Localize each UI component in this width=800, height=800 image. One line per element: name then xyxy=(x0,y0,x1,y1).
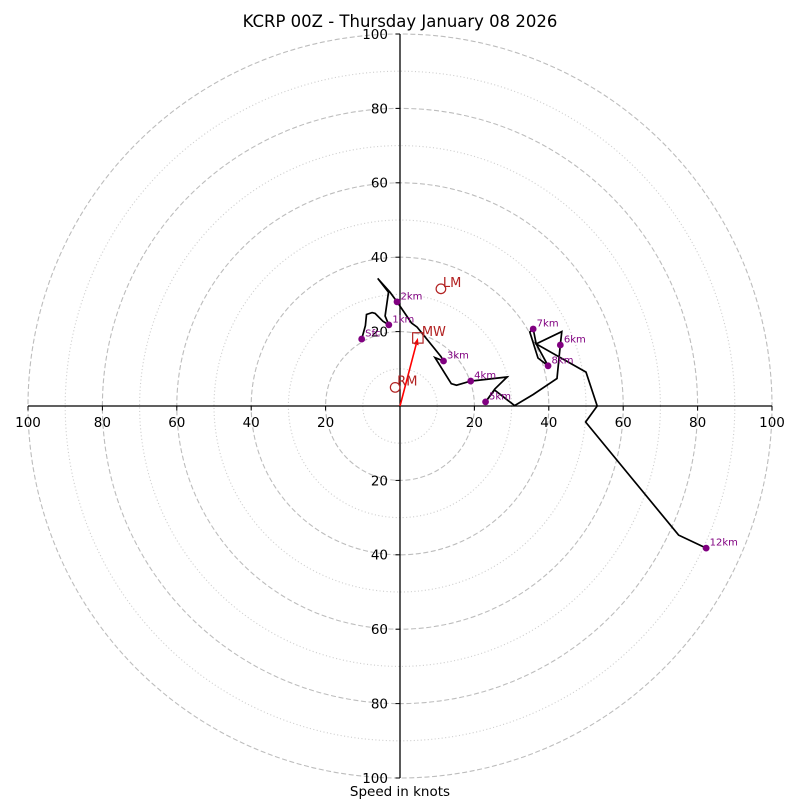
height-marker-label: 1km xyxy=(392,314,414,325)
y-tick-label: 80 xyxy=(371,697,388,713)
height-marker-label: 12km xyxy=(710,538,738,549)
y-tick-label: 40 xyxy=(371,548,388,564)
x-tick-label: 100 xyxy=(15,415,41,431)
y-tick-label: 100 xyxy=(362,27,388,43)
tick-labels: 100 80 60 40 20 20 40 60 80 100 100 80 60 40 20 20 40 60 8… xyxy=(15,27,785,787)
storm-motion-lm-marker xyxy=(435,283,447,295)
height-marker-label: Sfc xyxy=(365,329,380,340)
height-marker-label: 7km xyxy=(537,318,559,329)
height-marker-dot xyxy=(393,298,401,306)
height-marker-dot xyxy=(482,398,489,406)
height-marker-dot xyxy=(529,325,537,333)
y-tick-label: 60 xyxy=(371,622,388,638)
x-axis-label: Speed in knots xyxy=(350,784,450,800)
height-marker-label: 8km xyxy=(552,355,574,366)
x-tick-label: 60 xyxy=(168,415,185,431)
x-tick-label: 20 xyxy=(317,415,334,431)
height-marker-label: 6km xyxy=(564,334,586,345)
x-tick-label: 100 xyxy=(759,415,785,431)
mean-wind-arrow-head xyxy=(413,337,419,346)
height-marker-dot xyxy=(544,362,552,370)
x-tick-label: 80 xyxy=(689,415,706,431)
storm-motion-lm-label: LM xyxy=(443,276,461,291)
x-tick-label: 20 xyxy=(466,415,483,431)
mean-wind-arrow xyxy=(399,337,419,407)
storm-motion-markers: RM LM MW xyxy=(389,276,461,393)
y-tick-label: 20 xyxy=(371,325,388,341)
x-tick-label: 40 xyxy=(243,415,260,431)
height-marker-dot xyxy=(702,544,710,552)
mean-wind-arrow-shaft xyxy=(399,344,417,407)
height-marker-label: 2km xyxy=(401,291,423,302)
height-markers: Sfc 1km 2km 3km 4km 5km 6km 7km 8km 12km xyxy=(358,291,738,552)
storm-motion-mw-label: MW xyxy=(422,325,446,340)
storm-motion-mw-marker xyxy=(412,332,424,344)
height-marker-label: 3km xyxy=(447,350,469,361)
height-marker-dot xyxy=(358,335,366,343)
height-marker-dot xyxy=(440,357,447,365)
height-marker-label: 5km xyxy=(489,391,511,402)
x-tick-label: 40 xyxy=(540,415,557,431)
height-marker-dot xyxy=(467,377,475,385)
y-tick-label: 20 xyxy=(371,473,388,489)
hodograph-series xyxy=(360,277,707,549)
y-tick-label: 80 xyxy=(371,101,388,117)
x-tick-label: 80 xyxy=(94,415,111,431)
y-tick-label: 40 xyxy=(371,250,388,266)
height-marker-dot xyxy=(385,321,393,329)
storm-motion-rm-marker xyxy=(389,382,401,393)
storm-motion-rm-label: RM xyxy=(397,374,417,389)
height-marker-label: 4km xyxy=(474,371,496,382)
y-tick-label: 100 xyxy=(362,771,388,787)
x-tick-label: 60 xyxy=(615,415,632,431)
hodograph-line xyxy=(360,277,707,549)
height-marker-dot xyxy=(556,341,564,349)
y-tick-label: 60 xyxy=(371,176,388,192)
tick-marks xyxy=(27,33,773,779)
chart-title: KCRP 00Z - Thursday January 08 2026 xyxy=(243,12,558,31)
